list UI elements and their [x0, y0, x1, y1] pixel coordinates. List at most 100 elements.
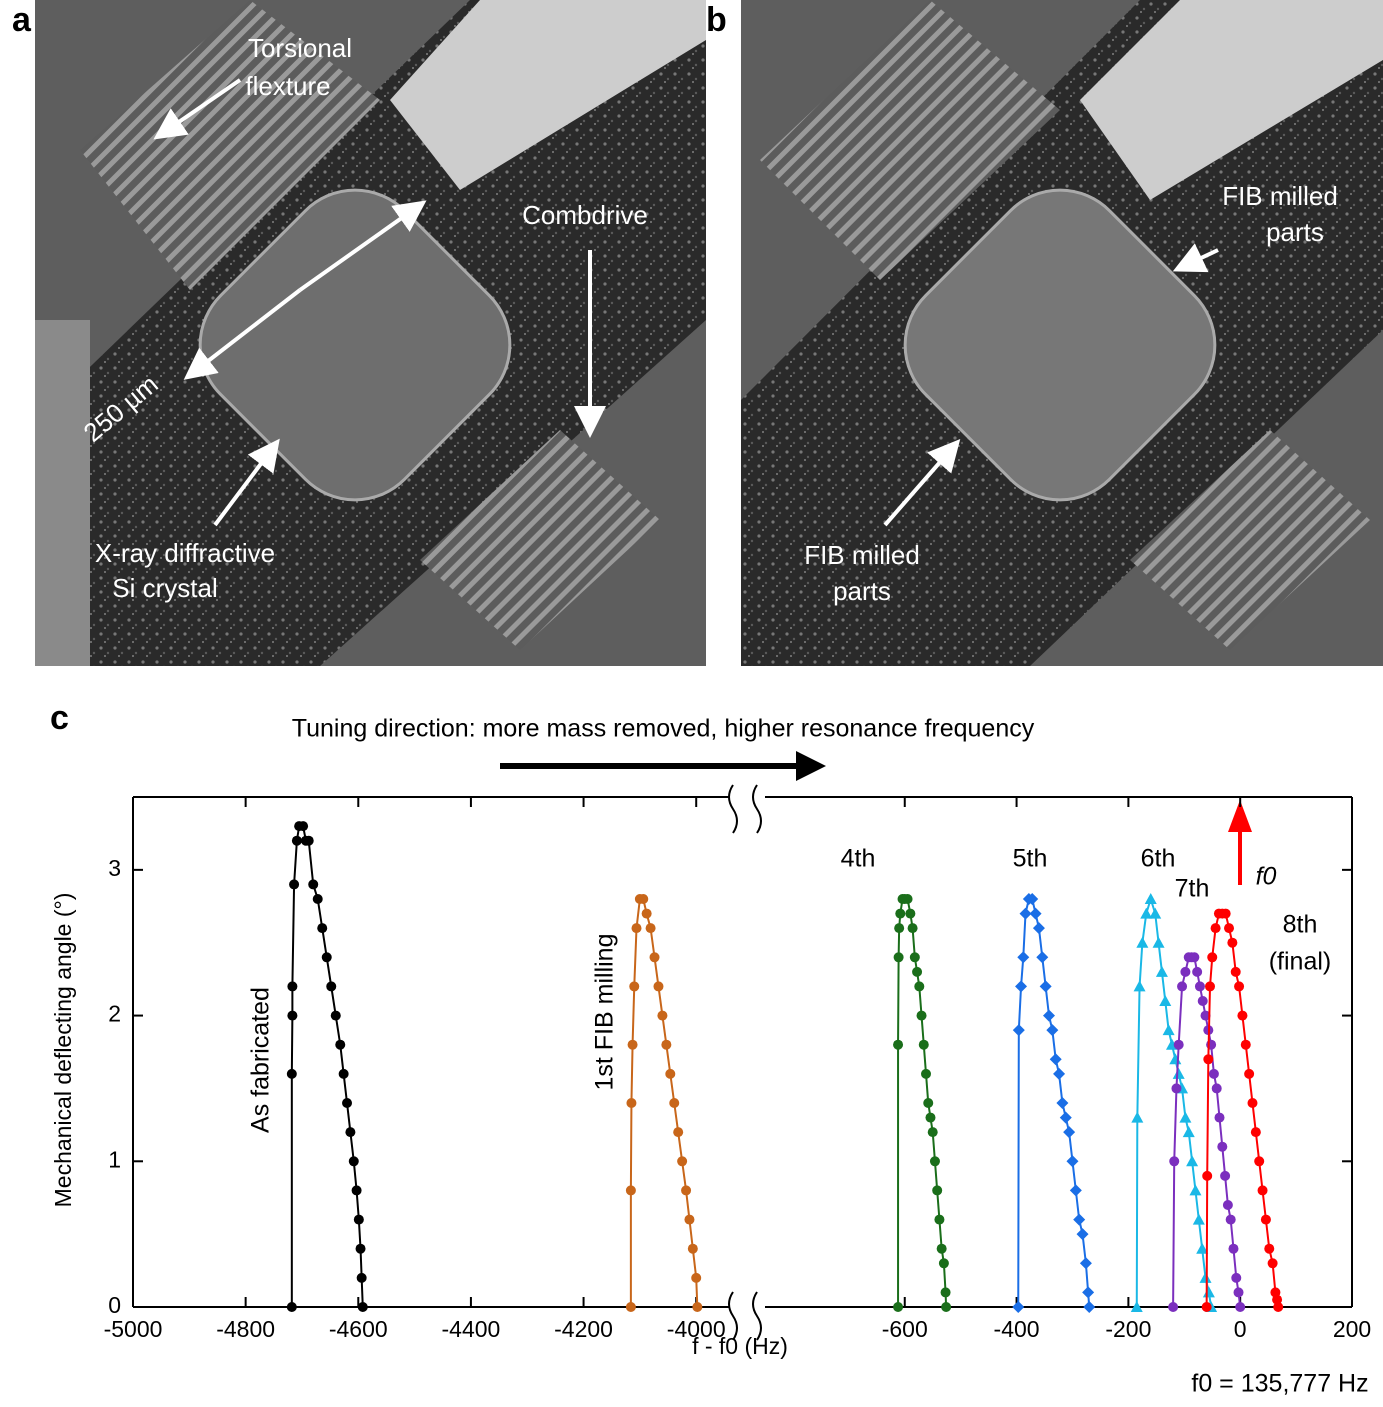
data-point — [684, 1214, 695, 1225]
x-axis-label: f - f0 (Hz) — [692, 1333, 788, 1359]
data-point — [1179, 1111, 1192, 1123]
data-point — [1046, 1024, 1059, 1037]
data-point — [691, 1272, 702, 1283]
data-point — [1168, 1302, 1179, 1312]
data-point — [923, 1098, 934, 1108]
data-point — [627, 1039, 638, 1050]
data-point — [1042, 1009, 1055, 1022]
data-point — [1201, 1302, 1212, 1312]
data-point — [1012, 1024, 1025, 1037]
axis-break — [728, 784, 762, 1341]
data-point — [665, 1068, 676, 1079]
data-point — [1073, 1213, 1086, 1226]
data-point — [298, 821, 309, 832]
data-point — [912, 966, 923, 977]
series-label: 7th — [1175, 875, 1210, 903]
annotation: FIB milled — [1222, 181, 1338, 211]
data-point — [669, 1098, 680, 1108]
data-point — [1192, 966, 1203, 977]
x-tick-label: -600 — [882, 1316, 928, 1342]
data-point — [1264, 1243, 1275, 1254]
series-line — [290, 825, 364, 1308]
data-point — [291, 835, 302, 846]
data-point — [907, 923, 918, 934]
data-point — [1214, 1112, 1225, 1123]
data-point — [1171, 1083, 1182, 1094]
data-point — [1186, 1155, 1199, 1167]
data-point — [916, 1010, 927, 1021]
data-point — [927, 1127, 938, 1138]
x-tick-label: -4200 — [554, 1316, 613, 1342]
data-point — [1131, 1111, 1144, 1123]
data-point — [1210, 923, 1221, 934]
data-point — [357, 1302, 368, 1312]
data-point — [921, 1068, 932, 1079]
x-tick-label: -400 — [994, 1316, 1040, 1342]
x-tick-label: 200 — [1333, 1316, 1371, 1342]
data-point — [905, 908, 916, 919]
data-point — [1194, 981, 1205, 992]
data-point — [351, 1185, 362, 1196]
data-point — [893, 952, 904, 963]
data-point — [895, 908, 906, 919]
annotation: f0 = 135,777 Hz — [1191, 1370, 1368, 1398]
data-point — [1203, 1054, 1214, 1065]
data-point — [345, 1127, 356, 1138]
data-point — [286, 1302, 297, 1312]
data-point — [1234, 981, 1245, 992]
data-point — [1220, 1170, 1231, 1181]
data-point — [1260, 1214, 1271, 1225]
series-label: 4th — [841, 845, 876, 873]
data-point — [1173, 1039, 1184, 1050]
annotation: (final) — [1269, 948, 1332, 976]
data-point — [1220, 908, 1231, 919]
data-point — [308, 879, 319, 890]
series-label: 5th — [1013, 845, 1048, 873]
data-point — [326, 981, 337, 992]
data-point — [940, 1287, 951, 1298]
data-point — [1029, 907, 1042, 920]
series-line — [629, 898, 699, 1308]
data-point — [1244, 1068, 1255, 1079]
data-point — [338, 1068, 349, 1079]
panel-letter: c — [50, 699, 69, 737]
data-point — [1066, 1155, 1079, 1168]
sem-image-b — [741, 0, 1383, 666]
data-point — [1233, 1287, 1244, 1298]
data-point — [1083, 1301, 1096, 1313]
data-point — [934, 1214, 945, 1225]
data-point — [355, 1243, 366, 1254]
data-point — [1012, 1301, 1025, 1313]
data-point — [941, 1302, 952, 1312]
data-point — [645, 923, 656, 934]
data-point — [1237, 1010, 1248, 1021]
data-point — [1227, 937, 1238, 948]
data-point — [625, 1185, 636, 1196]
data-point — [356, 1272, 367, 1283]
data-point — [681, 1185, 692, 1196]
data-point — [1049, 1053, 1062, 1066]
data-point — [626, 1098, 637, 1108]
data-point — [918, 1039, 929, 1050]
data-point — [1169, 1156, 1180, 1167]
annotation: Si crystal — [112, 573, 217, 603]
data-point — [1217, 1141, 1228, 1152]
data-point — [932, 1185, 943, 1196]
data-point — [1026, 893, 1039, 905]
y-tick-label: 3 — [108, 855, 121, 881]
series-label: As fabricated — [247, 987, 275, 1133]
data-point — [914, 981, 925, 992]
data-point — [1063, 1126, 1076, 1139]
data-point — [1149, 907, 1162, 919]
data-point — [631, 923, 642, 934]
annotation: f0 — [1256, 863, 1277, 891]
data-point — [661, 1039, 672, 1050]
data-point — [289, 879, 300, 890]
data-point — [1254, 1156, 1265, 1167]
x-tick-label: -4600 — [329, 1316, 388, 1342]
annotation: parts — [1266, 217, 1324, 247]
data-point — [1053, 1067, 1066, 1080]
data-point — [1162, 1024, 1175, 1036]
annotation: X-ray diffractive — [95, 538, 275, 568]
